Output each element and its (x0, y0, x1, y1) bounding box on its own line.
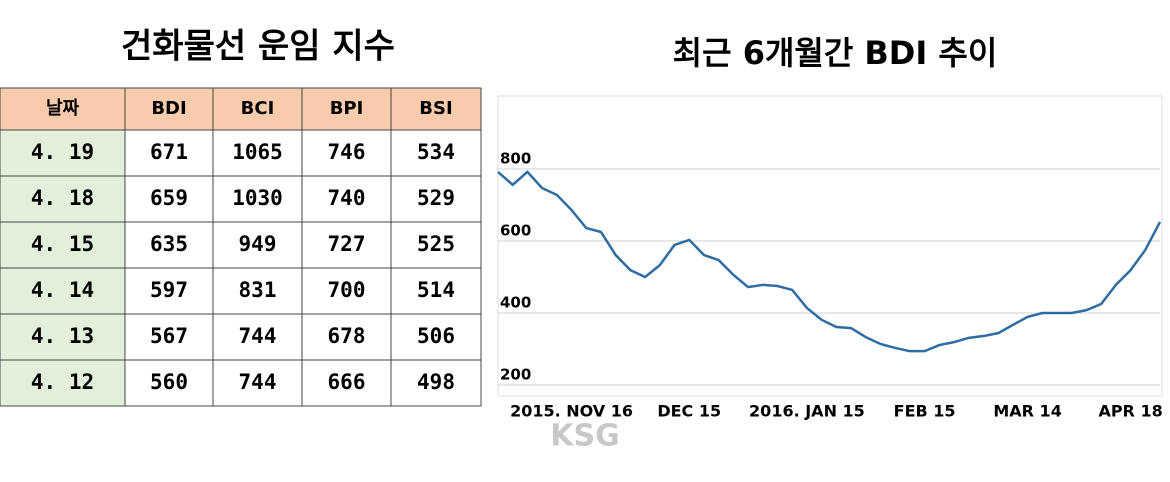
date-cell-bg (0, 130, 125, 176)
y-tick-label: 600 (500, 222, 531, 240)
table-cell: 4. 19 (31, 140, 94, 164)
plot-frame (497, 95, 1163, 397)
x-tick-label: 2015. NOV 16 (510, 402, 633, 421)
table-cell: 678 (328, 324, 366, 348)
table-cell: 525 (417, 232, 455, 256)
header-bg (0, 88, 481, 130)
table-cell: 4. 13 (31, 324, 94, 348)
chart-title: 최근 6개월간 BDI 추이 (673, 34, 998, 72)
table-cell: 534 (417, 140, 455, 164)
table-cell: 831 (239, 278, 277, 302)
table-cell: 498 (417, 370, 455, 394)
date-cell-bg (0, 222, 125, 268)
table-cell: 727 (328, 232, 366, 256)
header-cell: BDI (151, 98, 186, 119)
y-tick-label: 800 (500, 150, 531, 168)
table-cell: 744 (239, 370, 277, 394)
header-cell: 날짜 (46, 98, 80, 119)
table-cell: 1030 (232, 186, 283, 210)
table-cell: 529 (417, 186, 455, 210)
table-cell: 666 (328, 370, 366, 394)
y-tick-label: 200 (500, 366, 531, 384)
table-cell: 740 (328, 186, 366, 210)
table-cell: 659 (150, 186, 188, 210)
table-cell: 635 (150, 232, 188, 256)
table-title: 건화물선 운임 지수 (121, 27, 395, 67)
table-cell: 744 (239, 324, 277, 348)
date-cell-bg (0, 360, 125, 406)
table-cell: 4. 15 (31, 232, 94, 256)
header-cell: BCI (241, 98, 275, 119)
x-tick-label: 2016. JAN 15 (749, 402, 865, 421)
data-line (497, 170, 1162, 353)
table-cell: 560 (150, 370, 188, 394)
watermark: KSG (550, 419, 619, 454)
table-cell: 597 (150, 278, 188, 302)
header-cell: BPI (330, 98, 364, 119)
date-cell-bg (0, 176, 125, 222)
table-cell: 746 (328, 140, 366, 164)
x-tick-label: APR 18 (1098, 402, 1162, 421)
y-tick-label: 400 (500, 294, 531, 312)
table-cell: 1065 (232, 140, 283, 164)
table-cell: 4. 12 (31, 370, 94, 394)
table-cell: 700 (328, 278, 366, 302)
date-cell-bg (0, 268, 125, 314)
x-tick-label: FEB 15 (894, 402, 956, 421)
table-cell: 514 (417, 278, 455, 302)
table-cell: 506 (417, 324, 455, 348)
date-cell-bg (0, 314, 125, 360)
table-cell: 949 (239, 232, 277, 256)
header-cell: BSI (419, 98, 452, 119)
x-tick-label: MAR 14 (993, 402, 1061, 421)
table-cell: 4. 18 (31, 186, 94, 210)
table-cell: 671 (150, 140, 188, 164)
x-tick-label: DEC 15 (657, 402, 721, 421)
table-cell: 4. 14 (31, 278, 94, 302)
table-cell: 567 (150, 324, 188, 348)
